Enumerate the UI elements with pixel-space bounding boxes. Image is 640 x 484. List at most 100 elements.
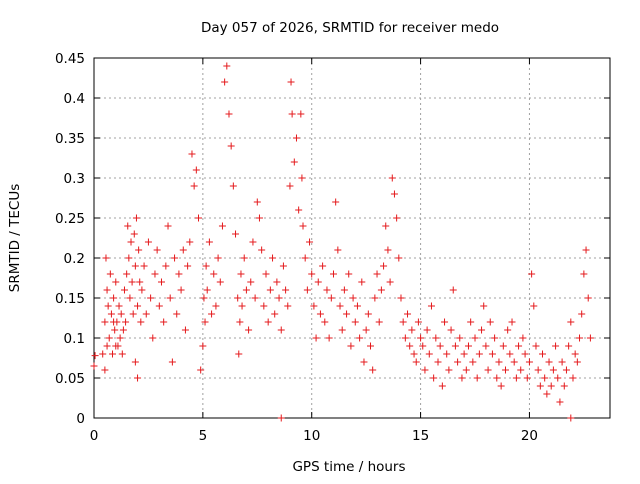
data-point — [197, 366, 205, 374]
data-point — [107, 310, 115, 318]
data-point — [128, 278, 136, 286]
axes — [93, 57, 611, 419]
data-point — [362, 326, 370, 334]
data-point — [554, 374, 562, 382]
data-point — [556, 398, 564, 406]
data-point — [111, 326, 119, 334]
data-point — [298, 174, 306, 182]
data-point — [471, 334, 479, 342]
data-point — [586, 334, 594, 342]
data-point — [388, 174, 396, 182]
data-point — [168, 358, 176, 366]
data-points — [90, 62, 594, 422]
data-point — [488, 350, 496, 358]
data-point — [501, 366, 509, 374]
data-point — [106, 270, 114, 278]
data-point — [279, 262, 287, 270]
data-point — [115, 302, 123, 310]
x-tick-label: 15 — [412, 428, 429, 444]
data-point — [101, 366, 109, 374]
data-point — [119, 326, 127, 334]
data-point — [447, 326, 455, 334]
data-point — [173, 310, 181, 318]
data-point — [297, 110, 305, 118]
data-point — [399, 318, 407, 326]
data-point — [419, 342, 427, 350]
data-point — [138, 286, 146, 294]
data-point — [137, 318, 145, 326]
data-point — [210, 270, 218, 278]
y-tick-label: 0.4 — [64, 91, 85, 107]
data-point — [192, 166, 200, 174]
data-point — [102, 254, 110, 262]
data-point — [316, 310, 324, 318]
data-point — [247, 278, 255, 286]
data-point — [131, 358, 139, 366]
data-point — [552, 342, 560, 350]
data-point — [208, 310, 216, 318]
data-point — [127, 238, 135, 246]
data-point — [301, 254, 309, 262]
data-point — [147, 294, 155, 302]
data-point — [166, 294, 174, 302]
data-point — [171, 254, 179, 262]
data-point — [184, 262, 192, 270]
data-point — [534, 366, 542, 374]
data-point — [122, 318, 130, 326]
data-point — [358, 278, 366, 286]
y-tick-label: 0.25 — [55, 211, 85, 227]
y-tick-label: 0.05 — [55, 371, 85, 387]
data-point — [290, 158, 298, 166]
data-point — [225, 110, 233, 118]
plot-frame — [93, 57, 611, 419]
data-point — [571, 350, 579, 358]
data-point — [157, 278, 165, 286]
data-point — [202, 262, 210, 270]
data-point — [109, 350, 117, 358]
data-point — [205, 238, 213, 246]
data-point — [423, 326, 431, 334]
data-point — [325, 334, 333, 342]
data-point — [406, 342, 414, 350]
data-point — [255, 214, 263, 222]
data-point — [539, 350, 547, 358]
tick-labels: 0 0.05 0.1 0.15 0.2 0.25 0.3 0.35 0.4 0.45 0 5 10 15 2… — [55, 51, 538, 444]
data-point — [432, 334, 440, 342]
data-point — [229, 182, 237, 190]
data-point — [295, 206, 303, 214]
data-point — [129, 310, 137, 318]
data-point — [521, 350, 529, 358]
data-point — [547, 382, 555, 390]
data-point — [327, 294, 335, 302]
data-point — [469, 358, 477, 366]
data-point — [162, 262, 170, 270]
data-point — [175, 270, 183, 278]
data-point — [266, 286, 274, 294]
data-point — [536, 382, 544, 390]
data-point — [306, 238, 314, 246]
data-point — [240, 254, 248, 262]
data-point — [237, 270, 245, 278]
data-point — [142, 310, 150, 318]
data-point — [525, 358, 533, 366]
data-point — [223, 62, 231, 70]
data-point — [132, 214, 140, 222]
data-point — [235, 350, 243, 358]
data-point — [569, 374, 577, 382]
data-point — [573, 358, 581, 366]
data-point — [347, 342, 355, 350]
data-point — [135, 246, 143, 254]
data-point — [493, 374, 501, 382]
data-point — [351, 318, 359, 326]
data-point — [155, 302, 163, 310]
data-point — [464, 342, 472, 350]
data-point — [181, 326, 189, 334]
data-point — [497, 382, 505, 390]
data-point — [275, 294, 283, 302]
data-point — [221, 78, 229, 86]
data-point — [397, 294, 405, 302]
data-point — [404, 310, 412, 318]
data-point — [380, 262, 388, 270]
data-point — [160, 318, 168, 326]
data-point — [382, 222, 390, 230]
